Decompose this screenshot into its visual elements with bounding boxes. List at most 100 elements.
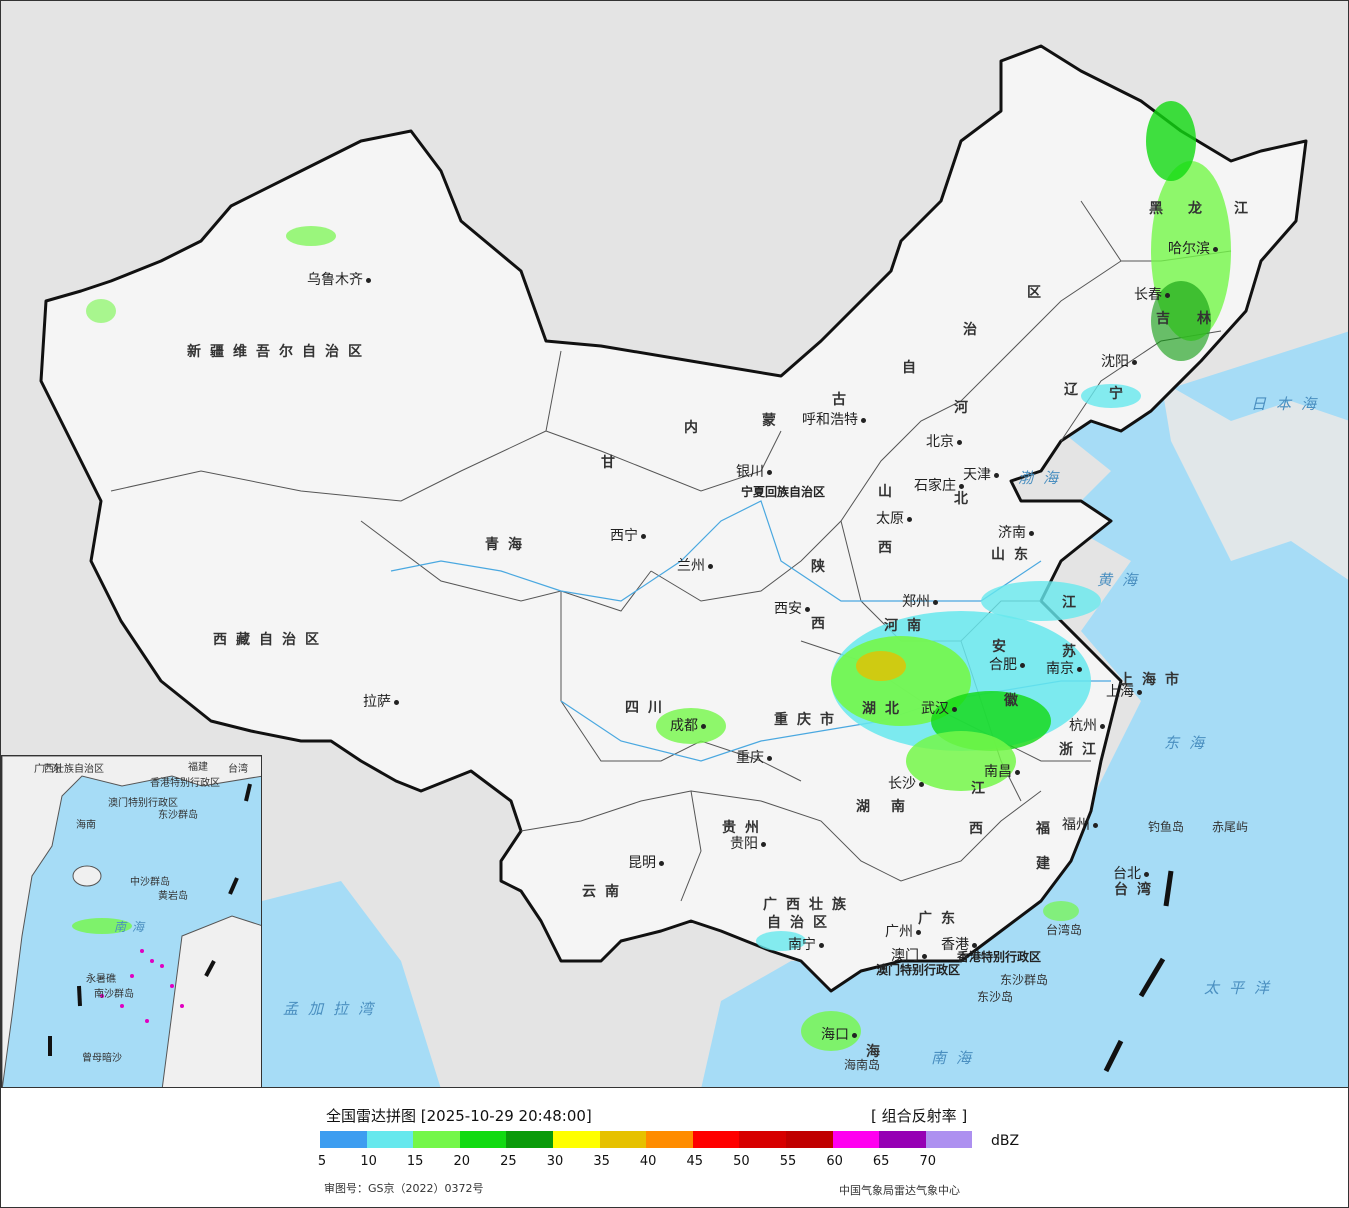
inset-label-text: 广东 (42, 764, 62, 775)
province-label: 苏 (1062, 641, 1085, 661)
color-swatch (692, 1131, 740, 1148)
province-label: 古 (832, 389, 855, 409)
province-label-text: 山 (878, 484, 901, 500)
scale-tick-label: 65 (872, 1154, 890, 1169)
color-swatch (459, 1131, 507, 1148)
city-label: 上海 (1106, 681, 1145, 701)
city-marker-icon (1137, 689, 1142, 695)
island-label-text: 赤尾屿 (1212, 820, 1249, 834)
color-swatch (646, 1131, 693, 1148)
city-label-text: 北京 (926, 434, 954, 450)
inset-label-text: 广西壮族自治区 (34, 764, 104, 775)
province-label: 蒙 (762, 410, 785, 430)
city-label: 南京 (1046, 658, 1085, 678)
province-label: 台湾 (1114, 879, 1160, 899)
city-label-text: 沈阳 (1101, 354, 1129, 370)
region-label: 宁夏回族自治区 (741, 483, 825, 500)
province-label-text: 安 (992, 639, 1015, 655)
city-marker-icon (366, 277, 371, 283)
city-marker-icon (922, 953, 927, 959)
province-label: 黑 (1149, 198, 1172, 218)
sea-label-text: 渤海 (1018, 469, 1069, 487)
province-label: 安 (992, 636, 1015, 656)
province-label: 自治区 (767, 912, 836, 932)
province-label-text: 广东 (918, 911, 964, 927)
city-label-text: 台北 (1113, 866, 1141, 882)
color-swatch (320, 1131, 367, 1148)
province-label: 林 (1197, 308, 1220, 328)
province-label: 自 (902, 357, 925, 377)
province-label-text: 上海市 (1119, 672, 1188, 688)
color-swatch (785, 1131, 833, 1148)
sea-label: 南海 (931, 1047, 981, 1068)
province-label-text: 广西壮族 (763, 897, 855, 913)
city-label-text: 拉萨 (363, 694, 391, 710)
province-label-text: 古 (832, 392, 855, 408)
province-label: 内 (684, 417, 707, 437)
city-label: 济南 (998, 522, 1037, 542)
scale-tick-label: 50 (733, 1154, 750, 1169)
city-label: 西宁 (610, 525, 649, 545)
province-label: 治 (963, 319, 986, 339)
province-label: 区 (1027, 282, 1050, 302)
scale-tick-label: 25 (500, 1154, 517, 1169)
city-label: 哈尔滨 (1168, 238, 1221, 258)
province-label: 江 (1062, 592, 1085, 612)
province-label: 山东 (991, 544, 1037, 564)
province-label-text: 福 (1036, 821, 1059, 837)
city-marker-icon (933, 599, 938, 605)
province-label: 湖北 (862, 698, 908, 718)
island-label-text: 台湾岛 (1046, 923, 1083, 937)
region-label: 香港特别行政区 (957, 948, 1041, 965)
province-label: 广东 (918, 908, 964, 928)
city-label-text: 天津 (963, 467, 991, 483)
city-marker-icon (1020, 662, 1025, 668)
inset-label-text: 曾母暗沙 (82, 1053, 122, 1064)
province-label-text: 四川 (625, 700, 671, 716)
city-label: 杭州 (1069, 715, 1108, 735)
city-marker-icon (957, 439, 962, 445)
province-label: 河南 (884, 615, 930, 635)
city-marker-icon (952, 706, 957, 712)
city-label-text: 济南 (998, 525, 1026, 541)
color-swatch (599, 1131, 647, 1148)
province-label: 山 (878, 481, 901, 501)
city-marker-icon (861, 417, 866, 423)
city-label-text: 银川 (736, 464, 764, 480)
sea-label-text: 日本海 (1251, 395, 1327, 413)
scale-tick-label: 45 (686, 1154, 704, 1169)
sea-label: 太平洋 (1204, 977, 1279, 998)
city-marker-icon (919, 781, 924, 787)
province-label-text: 辽 (1064, 382, 1087, 398)
island-label-text: 东沙岛 (977, 990, 1014, 1004)
scale-tick-label: 15 (406, 1154, 424, 1169)
province-label-text: 区 (1027, 285, 1050, 301)
province-label: 甘 (601, 452, 624, 472)
city-marker-icon (659, 860, 664, 866)
inset-label: 澳门特别行政区 (108, 794, 178, 809)
province-label-text: 治 (963, 322, 986, 338)
city-label: 天津 (963, 464, 1002, 484)
city-marker-icon (907, 516, 912, 522)
province-label: 建 (1036, 853, 1059, 873)
city-marker-icon (394, 699, 399, 705)
inset-label: 曾母暗沙 (82, 1049, 122, 1064)
inset-label-text: 东沙群岛 (158, 810, 198, 821)
city-marker-icon (1015, 769, 1020, 775)
island-label: 东沙岛 (977, 988, 1013, 1005)
province-label-text: 西 (811, 616, 834, 632)
city-marker-icon (852, 1032, 857, 1038)
province-label: 云南 (582, 881, 628, 901)
city-label: 石家庄 (914, 475, 967, 495)
city-label-text: 福州 (1062, 817, 1090, 833)
city-marker-icon (1029, 530, 1034, 536)
province-label: 北 (954, 488, 977, 508)
province-label-text: 林 (1197, 311, 1220, 327)
city-label-text: 石家庄 (914, 478, 956, 494)
color-swatch (925, 1131, 973, 1148)
city-label-text: 太原 (876, 511, 904, 527)
city-label: 海口 (821, 1024, 860, 1044)
city-label: 长春 (1134, 284, 1173, 304)
province-label-text: 蒙 (762, 413, 785, 429)
province-label-text: 贵州 (722, 820, 768, 836)
